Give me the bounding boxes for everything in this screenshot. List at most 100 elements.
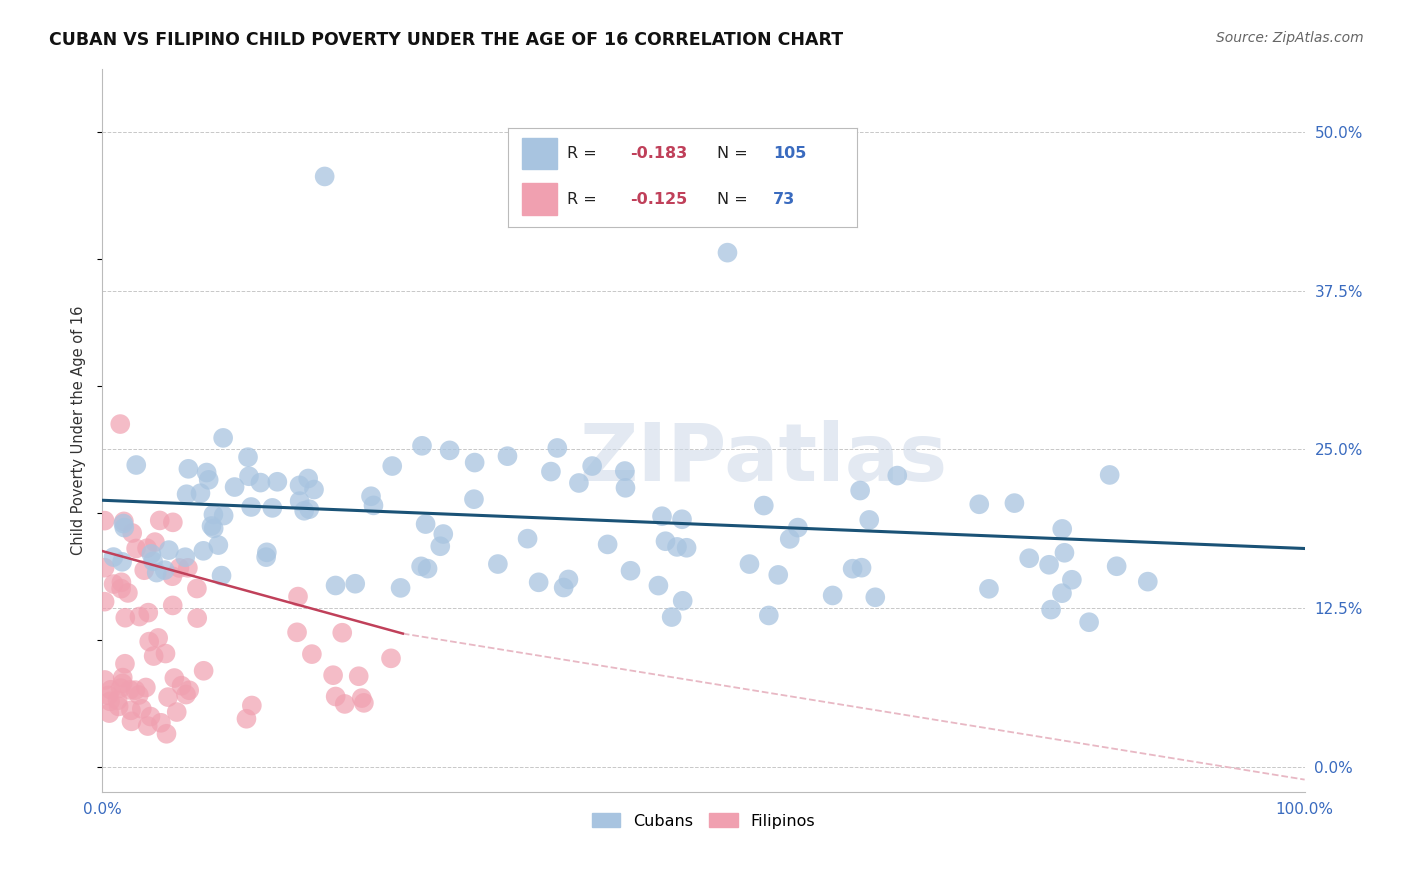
Point	[235, 712, 257, 726]
Point	[671, 512, 693, 526]
Point	[486, 557, 509, 571]
Point	[527, 575, 550, 590]
Point	[302, 483, 325, 497]
Point	[186, 611, 208, 625]
Point	[292, 504, 315, 518]
Point	[613, 464, 636, 478]
Point	[111, 555, 134, 569]
Point	[121, 526, 143, 541]
Point	[112, 520, 135, 534]
Point	[141, 547, 163, 561]
Point	[619, 564, 641, 578]
Point	[135, 681, 157, 695]
Point	[120, 703, 142, 717]
Point	[614, 481, 637, 495]
Point	[581, 458, 603, 473]
Point	[967, 497, 990, 511]
Point	[207, 538, 229, 552]
Point	[240, 500, 263, 514]
Bar	[522, 184, 557, 215]
Point	[131, 702, 153, 716]
Text: CUBAN VS FILIPINO CHILD POVERTY UNDER THE AGE OF 16 CORRELATION CHART: CUBAN VS FILIPINO CHILD POVERTY UNDER TH…	[49, 31, 844, 49]
Point	[389, 581, 412, 595]
Point	[416, 561, 439, 575]
Point	[429, 539, 451, 553]
Point	[1053, 546, 1076, 560]
Point	[118, 682, 141, 697]
Point	[177, 462, 200, 476]
Point	[166, 705, 188, 719]
Point	[849, 483, 872, 498]
Point	[516, 532, 538, 546]
Point	[98, 706, 121, 720]
Point	[124, 683, 146, 698]
Point	[114, 657, 136, 671]
Point	[174, 688, 197, 702]
Point	[93, 595, 115, 609]
Point	[112, 516, 135, 531]
Point	[651, 509, 673, 524]
Point	[142, 554, 165, 568]
Point	[97, 689, 120, 703]
Text: ZIPatlas: ZIPatlas	[579, 420, 948, 499]
Point	[200, 519, 222, 533]
Point	[287, 590, 309, 604]
Point	[112, 515, 135, 529]
Point	[103, 550, 125, 565]
Point	[672, 594, 695, 608]
Point	[146, 631, 169, 645]
Point	[380, 651, 402, 665]
Point	[202, 521, 225, 535]
Point	[262, 500, 284, 515]
Point	[179, 683, 201, 698]
Bar	[522, 137, 557, 169]
Point	[110, 575, 132, 590]
Point	[100, 682, 122, 697]
Point	[169, 561, 191, 575]
Point	[114, 611, 136, 625]
Text: 105: 105	[773, 146, 807, 161]
Point	[125, 458, 148, 472]
Point	[858, 513, 880, 527]
Point	[1040, 602, 1063, 616]
Point	[786, 520, 808, 534]
Point	[325, 690, 347, 704]
Point	[1060, 573, 1083, 587]
Point	[212, 508, 235, 523]
Point	[111, 676, 134, 690]
Point	[103, 577, 125, 591]
Point	[128, 688, 150, 702]
Point	[174, 550, 197, 565]
Point	[256, 545, 278, 559]
Point	[193, 544, 215, 558]
Point	[285, 625, 308, 640]
Point	[288, 478, 311, 492]
Point	[163, 671, 186, 685]
Text: R =: R =	[568, 146, 602, 161]
Point	[162, 569, 184, 583]
Point	[1038, 558, 1060, 572]
Point	[540, 465, 562, 479]
Point	[110, 417, 132, 431]
Point	[675, 541, 697, 555]
Point	[107, 699, 129, 714]
Point	[145, 566, 167, 580]
Point	[111, 671, 134, 685]
Point	[143, 535, 166, 549]
Point	[162, 599, 184, 613]
Point	[464, 456, 486, 470]
Point	[288, 494, 311, 508]
Point	[128, 609, 150, 624]
Point	[716, 245, 738, 260]
Text: 73: 73	[773, 192, 796, 207]
Point	[841, 562, 863, 576]
Point	[1002, 496, 1025, 510]
Point	[136, 606, 159, 620]
Point	[738, 557, 761, 571]
Point	[266, 475, 288, 489]
Y-axis label: Child Poverty Under the Age of 16: Child Poverty Under the Age of 16	[72, 306, 86, 555]
Point	[117, 586, 139, 600]
Point	[249, 475, 271, 490]
Text: -0.183: -0.183	[630, 146, 688, 161]
Point	[193, 664, 215, 678]
